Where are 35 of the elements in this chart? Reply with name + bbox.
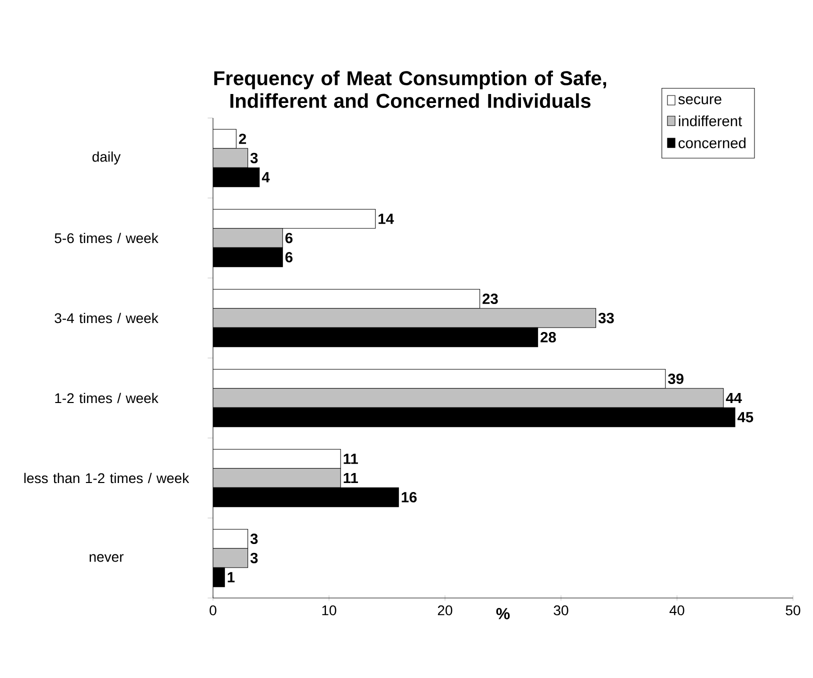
x-axis-title: % <box>496 608 510 620</box>
x-tick-label: 0 <box>210 605 216 616</box>
y-tick-label: 3-4 times / week <box>54 312 158 324</box>
legend-label: concerned <box>678 137 746 148</box>
y-tick-label: 5-6 times / week <box>54 232 158 244</box>
data-label: 39 <box>668 374 684 384</box>
data-label: 14 <box>378 214 394 224</box>
data-label: 3 <box>250 552 258 564</box>
x-tick-label: 20 <box>438 605 452 616</box>
x-tick-label: 10 <box>322 605 336 616</box>
data-label: 23 <box>482 294 498 304</box>
x-tick-label: 50 <box>786 605 800 616</box>
data-label: 33 <box>598 312 614 324</box>
data-label: 3 <box>250 152 258 164</box>
data-label: 2 <box>238 134 246 144</box>
data-label: 6 <box>285 252 292 262</box>
data-label: 11 <box>344 472 358 484</box>
data-label: 6 <box>285 232 292 244</box>
legend-label: indifferent <box>678 116 742 126</box>
chart-title: Frequency of Meat Consumption of Safe, Indifferent and Concerned Individuals <box>214 70 606 108</box>
data-label: 28 <box>540 332 556 342</box>
x-tick-label: 30 <box>554 605 568 616</box>
y-tick-label: never <box>90 554 124 562</box>
data-label: 11 <box>344 454 358 464</box>
data-label: 16 <box>402 492 417 502</box>
data-label: 45 <box>738 412 754 422</box>
data-label: 4 <box>262 172 270 182</box>
y-tick-label: 1-2 times / week <box>55 392 158 404</box>
x-tick-label: 40 <box>670 605 684 616</box>
data-label: 44 <box>726 392 742 404</box>
data-label: 1 <box>228 572 235 582</box>
y-tick-label: less than 1-2 times / week <box>24 472 190 484</box>
legend-label: secure <box>678 96 722 104</box>
data-label: 3 <box>250 534 258 544</box>
y-tick-label: daily <box>92 151 121 165</box>
